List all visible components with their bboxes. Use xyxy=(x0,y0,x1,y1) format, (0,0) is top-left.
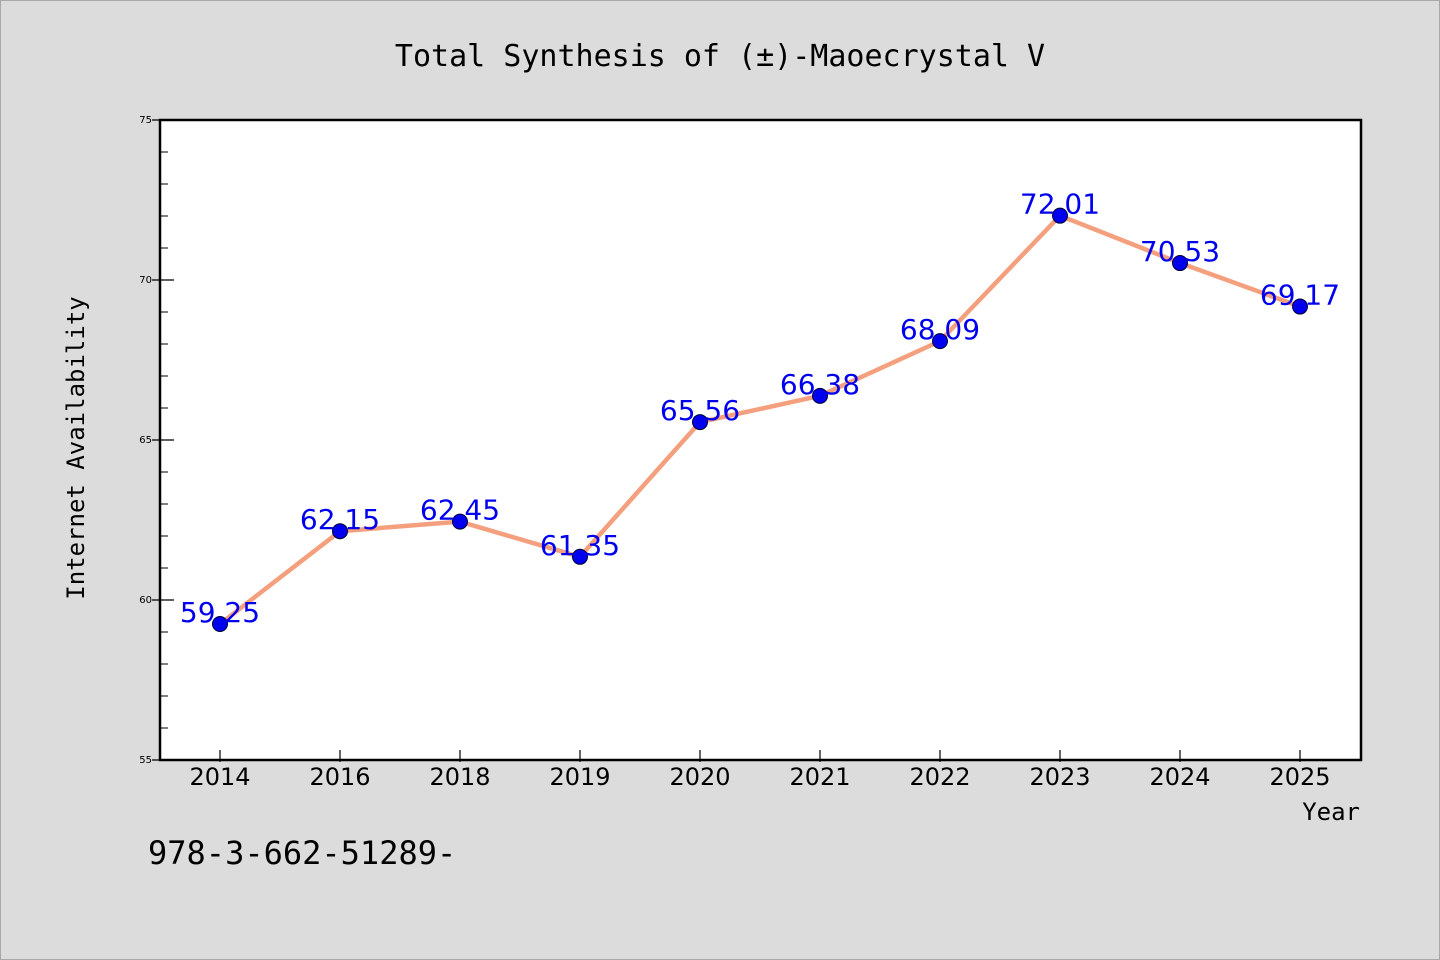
data-label: 72.01 xyxy=(1020,188,1100,221)
data-point xyxy=(332,523,348,540)
data-label: 69.17 xyxy=(1260,279,1340,312)
data-label: 65.56 xyxy=(660,394,740,427)
chart-title: Total Synthesis of (±)-Maoecrystal V xyxy=(395,39,1045,74)
data-point xyxy=(1172,255,1188,272)
series-layer: 59.25 62.15 62.45 61.35 65.56 66.38 68.09 72.01… xyxy=(180,188,1340,632)
data-label: 62.45 xyxy=(420,494,500,527)
plot-area xyxy=(158,118,1363,762)
y-tick-label: 60 xyxy=(139,595,152,606)
series-line xyxy=(217,213,1303,627)
y-tick-label: 75 xyxy=(139,115,152,126)
x-axis-ticks: 2014 2016 2018 2019 2020 2021 2022 2023 2024 2025 xyxy=(189,750,1331,791)
data-point xyxy=(692,414,708,431)
x-axis-label: Year xyxy=(1302,798,1360,826)
y-axis-ticks: 55 60 65 70 75 xyxy=(139,115,174,766)
x-tick-label: 2019 xyxy=(549,763,610,791)
data-point xyxy=(572,548,588,565)
data-point xyxy=(1292,298,1308,315)
x-tick-label: 2018 xyxy=(429,763,490,791)
data-label: 66.38 xyxy=(780,368,860,401)
x-tick-label: 2021 xyxy=(789,763,850,791)
y-tick-label: 55 xyxy=(139,755,152,766)
data-label: 70.53 xyxy=(1140,235,1220,268)
x-tick-label: 2014 xyxy=(189,763,250,791)
data-point xyxy=(1052,207,1068,224)
footer-text: 978-3-662-51289- xyxy=(148,834,456,872)
y-tick-label: 65 xyxy=(139,435,152,446)
x-tick-label: 2022 xyxy=(909,763,970,791)
data-point xyxy=(212,616,228,632)
data-label: 59.25 xyxy=(180,596,260,629)
data-point xyxy=(932,333,948,350)
x-tick-label: 2020 xyxy=(669,763,730,791)
data-point xyxy=(452,513,468,530)
data-label: 61.35 xyxy=(540,529,620,562)
x-tick-label: 2016 xyxy=(309,763,370,791)
x-tick-label: 2023 xyxy=(1029,763,1090,791)
data-label: 62.15 xyxy=(300,503,380,536)
y-tick-label: 70 xyxy=(139,275,152,286)
y-axis-label: Internet Availability xyxy=(62,296,90,599)
data-label: 68.09 xyxy=(900,313,980,346)
x-tick-label: 2024 xyxy=(1149,763,1210,791)
x-tick-label: 2025 xyxy=(1269,763,1330,791)
data-point xyxy=(812,387,828,404)
